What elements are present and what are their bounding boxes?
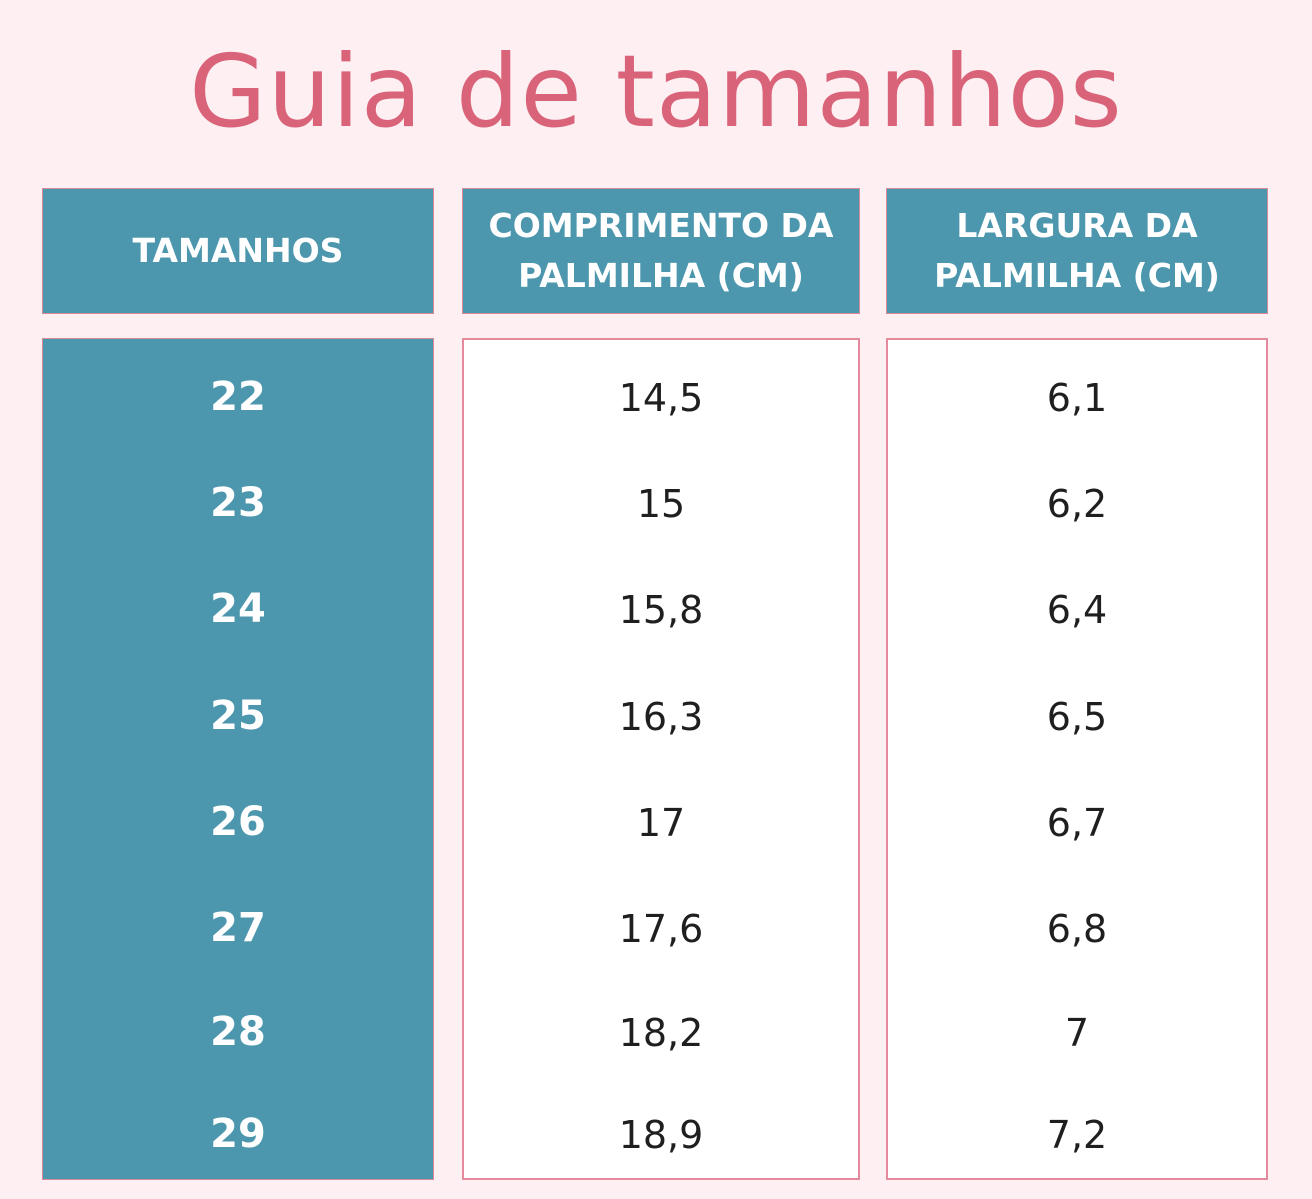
size-cell: 24: [210, 586, 266, 632]
header-sizes-label: TAMANHOS: [132, 231, 344, 270]
header-insole-width-label: LARGURA DA PALMILHA (CM): [934, 206, 1220, 295]
insole-width-cell: 6,5: [1046, 695, 1108, 739]
size-cell: 28: [210, 1009, 266, 1055]
sizes-column: 22 23 24 25 26 27 28 29: [42, 338, 434, 1180]
insole-length-cell: 16,3: [618, 695, 704, 739]
size-cell: 23: [210, 480, 266, 526]
insole-width-cell: 6,8: [1046, 907, 1108, 951]
insole-width-cell: 7,2: [1046, 1113, 1108, 1157]
insole-width-cell: 7: [1064, 1011, 1090, 1055]
page-title: Guia de tamanhos: [189, 33, 1123, 150]
insole-length-cell: 14,5: [618, 376, 704, 420]
size-cell: 25: [210, 693, 266, 739]
insole-width-cell: 6,1: [1046, 376, 1108, 420]
size-cell: 27: [210, 905, 266, 951]
insole-length-cell: 18,2: [618, 1011, 704, 1055]
insole-length-cell: 18,9: [618, 1113, 704, 1157]
insole-width-cell: 6,7: [1046, 801, 1108, 845]
insole-width-cell: 6,2: [1046, 482, 1108, 526]
insole-length-cell: 17,6: [618, 907, 704, 951]
insole-length-cell: 15: [636, 482, 686, 526]
header-sizes: TAMANHOS: [42, 188, 434, 314]
size-cell: 22: [210, 374, 266, 420]
insole-length-cell: 15,8: [618, 588, 704, 632]
header-insole-length: COMPRIMENTO DA PALMILHA (CM): [462, 188, 860, 314]
size-cell: 29: [210, 1111, 266, 1157]
insole-width-column: 6,1 6,2 6,4 6,5 6,7 6,8 7 7,2: [886, 338, 1268, 1180]
insole-length-column: 14,5 15 15,8 16,3 17 17,6 18,2 18,9: [462, 338, 860, 1180]
size-cell: 26: [210, 799, 266, 845]
header-insole-width: LARGURA DA PALMILHA (CM): [886, 188, 1268, 314]
header-insole-length-label: COMPRIMENTO DA PALMILHA (CM): [488, 206, 834, 295]
insole-length-cell: 17: [636, 801, 686, 845]
insole-width-cell: 6,4: [1046, 588, 1108, 632]
